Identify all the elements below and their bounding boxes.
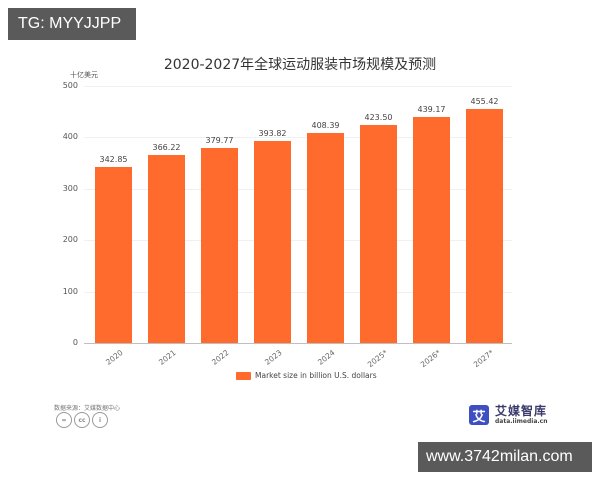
- bar-value-label: 379.77: [205, 135, 234, 145]
- chart-title: 2020-2027年全球运动服装市场规模及预测: [163, 57, 437, 73]
- creative-commons-icon: cc: [74, 412, 90, 428]
- bar-value-label: 408.39: [311, 121, 340, 131]
- bar: [307, 133, 344, 343]
- y-tick-label: 500: [62, 81, 78, 90]
- x-tick-label: 2022: [209, 348, 231, 367]
- license-icons: = cc i: [56, 412, 108, 428]
- y-tick-label: 200: [62, 235, 78, 245]
- bar-value-label: 423.50: [364, 113, 393, 123]
- bar: [201, 147, 238, 343]
- bar: [360, 125, 397, 343]
- y-tick-label: 100: [62, 286, 78, 296]
- bar-value-label: 439.17: [417, 105, 446, 115]
- legend-swatch: [236, 371, 251, 380]
- no-derivatives-icon: =: [56, 412, 72, 428]
- x-tick-label: 2021: [156, 348, 178, 367]
- x-tick-label: 2020: [103, 348, 125, 367]
- gridline: [84, 240, 512, 242]
- x-tick-label: 2025*: [365, 348, 390, 370]
- bar: [466, 108, 503, 343]
- y-tick-label: 0: [72, 338, 78, 347]
- watermark-badge-bottom: www.3742milan.com: [418, 442, 592, 472]
- watermark-badge-top: TG: MYYJJPP: [8, 8, 136, 40]
- bar-value-label: 342.85: [99, 154, 128, 164]
- bar-value-label: 393.82: [258, 128, 287, 138]
- legend-label: Market size in billion U.S. dollars: [255, 371, 377, 380]
- bar: [413, 117, 450, 343]
- logo-name: 艾媒智库: [495, 404, 548, 418]
- y-tick-label: 400: [62, 132, 78, 142]
- x-axis-line: [84, 343, 512, 344]
- bar-value-label: 366.22: [152, 142, 181, 152]
- bar-value-label: 455.42: [470, 96, 499, 106]
- bar: [148, 154, 185, 343]
- logo-url: data.iimedia.cn: [495, 418, 548, 425]
- x-tick-label: 2026*: [418, 348, 443, 370]
- attribution-icon: i: [92, 412, 108, 428]
- x-tick-label: 2027*: [471, 348, 496, 370]
- brand-logo: 艾 艾媒智库 data.iimedia.cn: [469, 405, 547, 425]
- bar: [95, 166, 132, 343]
- y-axis-unit: 十亿美元: [70, 71, 98, 79]
- gridline: [84, 86, 512, 87]
- logo-mark-icon: 艾: [469, 405, 489, 425]
- gridline: [84, 137, 512, 139]
- legend: Market size in billion U.S. dollars: [236, 371, 377, 380]
- gridline: [84, 188, 512, 190]
- y-tick-label: 300: [62, 183, 78, 193]
- bar: [254, 140, 291, 343]
- source-note: 数据来源：艾媒数据中心: [54, 405, 121, 412]
- x-tick-label: 2024: [315, 348, 337, 367]
- gridline: [84, 291, 512, 293]
- x-tick-label: 2023: [262, 348, 284, 367]
